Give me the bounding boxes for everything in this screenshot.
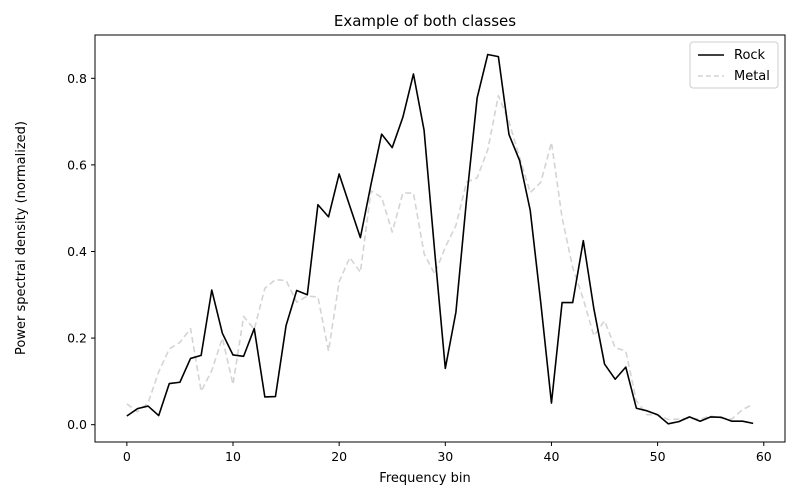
x-tick-label: 30: [437, 449, 453, 464]
series-line-metal: [126, 94, 754, 421]
y-tick-label: 0.4: [67, 244, 87, 259]
legend-label-metal: Metal: [734, 69, 770, 84]
plot-frame: [94, 34, 786, 443]
x-tick-label: 20: [331, 449, 347, 464]
x-axis-label: Frequency bin: [379, 471, 470, 486]
y-tick-label: 0.6: [67, 157, 87, 172]
x-tick-label: 40: [544, 449, 560, 464]
y-tick-label: 0.2: [67, 331, 87, 346]
legend: Rock Metal: [689, 41, 779, 89]
y-axis-label: Power spectral density (normalized): [14, 121, 29, 355]
x-tick-label: 50: [650, 449, 666, 464]
y-tick-label: 0.0: [67, 417, 87, 432]
y-tick-label: 0.8: [67, 71, 87, 86]
series-line-rock: [126, 53, 754, 425]
x-tick-label: 0: [123, 449, 131, 464]
x-tick-label: 10: [225, 449, 241, 464]
legend-label-rock: Rock: [734, 48, 766, 63]
chart-title: Example of both classes: [334, 12, 516, 30]
x-tick-label: 60: [756, 449, 772, 464]
legend-box: [689, 41, 779, 89]
